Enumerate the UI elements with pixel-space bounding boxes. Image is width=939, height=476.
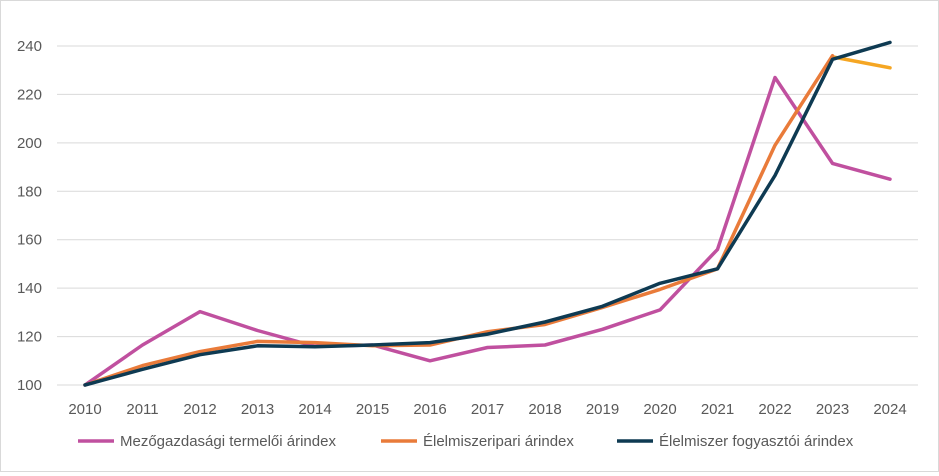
x-tick-label: 2011	[126, 401, 158, 418]
x-tick-label: 2012	[183, 401, 216, 418]
x-tick-label: 2010	[68, 401, 101, 418]
x-tick-label: 2024	[873, 401, 906, 418]
extra-segment-line	[830, 55, 892, 70]
legend-label: Élelmiszeripari árindex	[423, 433, 574, 450]
y-tick-label: 220	[17, 86, 42, 103]
x-tick-label: 2016	[413, 401, 446, 418]
y-tick-label: 100	[17, 377, 42, 394]
legend-label: Mezőgazdasági termelői árindex	[120, 433, 336, 450]
x-axis-tick-labels: 2010 2011 2012 2013 2014 2015 2016 2017 2018 2019…	[68, 401, 906, 418]
series-line-3	[83, 40, 892, 387]
series-lines	[83, 40, 892, 387]
x-tick-label: 2013	[241, 401, 274, 418]
legend: Mezőgazdasági termelői árindex Élelmiszer…	[78, 433, 854, 450]
y-axis-tick-labels: 100 120 140 160 180 200 220 240	[17, 38, 42, 394]
x-tick-label: 2021	[701, 401, 734, 418]
x-tick-label: 2017	[471, 401, 504, 418]
y-tick-label: 120	[17, 329, 42, 346]
x-tick-label: 2014	[298, 401, 331, 418]
x-tick-label: 2022	[758, 401, 791, 418]
x-tick-label: 2015	[356, 401, 389, 418]
y-tick-label: 140	[17, 280, 42, 297]
legend-label: Élelmiszer fogyasztói árindex	[659, 433, 854, 450]
series-line-1	[83, 75, 892, 387]
y-tick-label: 240	[17, 38, 42, 55]
gridlines	[57, 45, 918, 386]
series-line-2	[83, 53, 835, 387]
y-tick-label: 200	[17, 135, 42, 152]
x-tick-label: 2023	[816, 401, 849, 418]
y-tick-label: 180	[17, 183, 42, 200]
x-tick-label: 2019	[586, 401, 619, 418]
y-tick-label: 160	[17, 232, 42, 249]
x-tick-label: 2018	[528, 401, 561, 418]
x-tick-label: 2020	[643, 401, 676, 418]
